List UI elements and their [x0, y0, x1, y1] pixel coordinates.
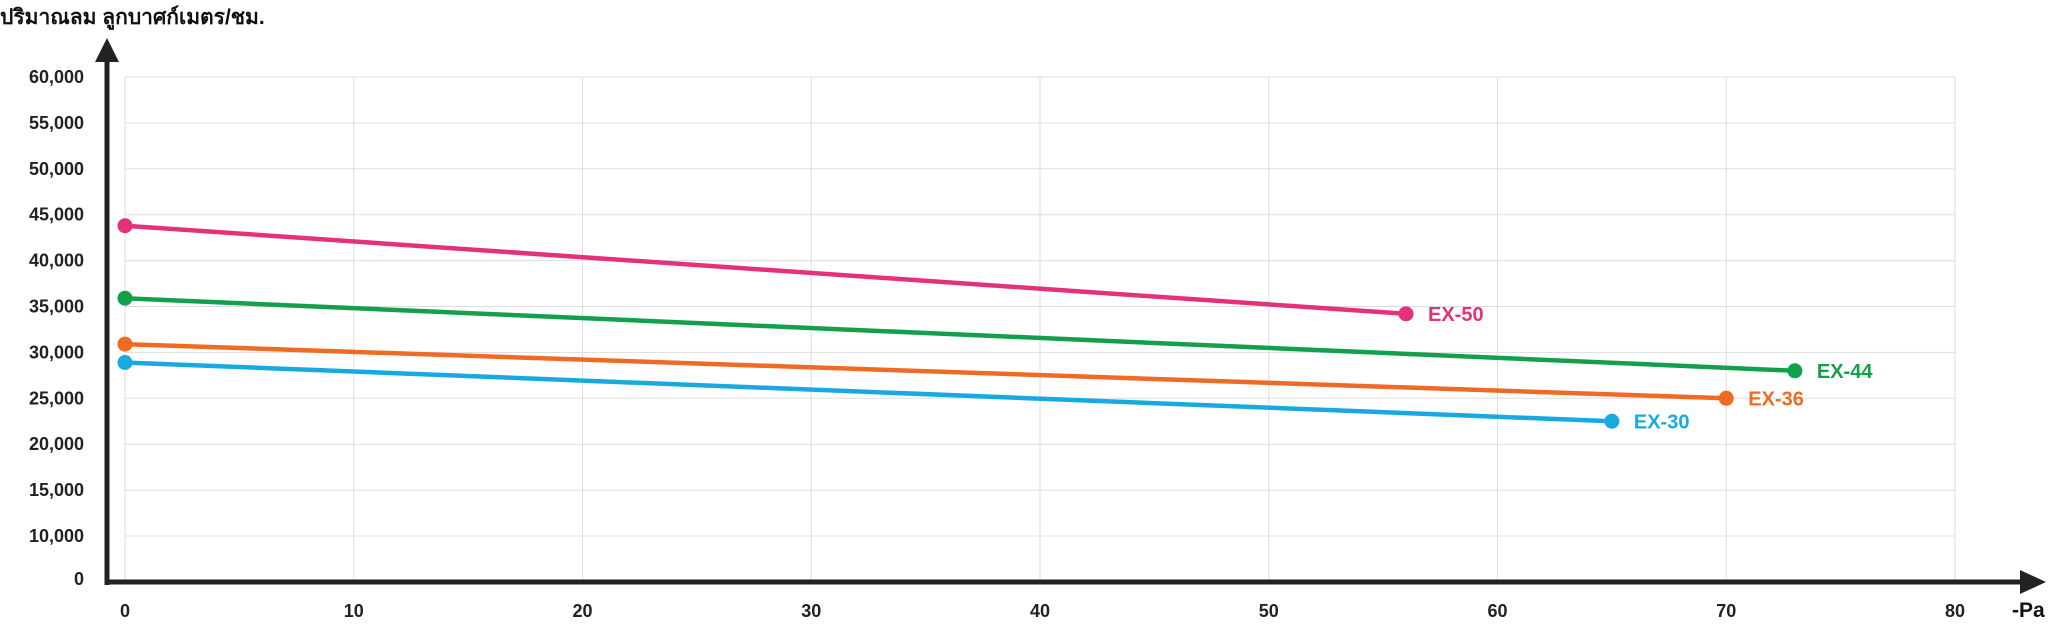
- series-label: EX-44: [1817, 361, 1873, 383]
- x-tick-label: 70: [1716, 601, 1736, 621]
- data-point: [1718, 390, 1734, 406]
- y-axis-title: ปริมาณลม ลูกบาศก์เมตร/ชม.: [0, 5, 265, 31]
- series-line: [122, 341, 1729, 401]
- x-axis-title: -Pa: [2012, 599, 2045, 622]
- series-line: [122, 360, 1615, 424]
- y-tick-label: 0: [74, 569, 84, 589]
- x-tick-label: 30: [801, 601, 821, 621]
- x-tick-label: 80: [1945, 601, 1965, 621]
- series-label: EX-50: [1428, 304, 1484, 326]
- x-tick-label: 10: [344, 601, 364, 621]
- series-lines: EX-50 EX-44 EX-36 EX-30: [117, 218, 1873, 433]
- x-tick-label: 40: [1030, 601, 1050, 621]
- y-tick-label: 15,000: [29, 480, 84, 500]
- data-point: [117, 354, 133, 370]
- y-tick-label: 60,000: [29, 67, 84, 87]
- data-point: [1604, 413, 1620, 429]
- y-tick-label: 35,000: [29, 297, 84, 317]
- x-tick-label: 60: [1487, 601, 1507, 621]
- data-point: [117, 336, 133, 352]
- data-point: [1787, 363, 1803, 379]
- x-axis-arrow: [2020, 570, 2046, 594]
- series-line: [122, 223, 1409, 317]
- y-tick-label: 30,000: [29, 342, 84, 362]
- y-tick-label: 55,000: [29, 113, 84, 133]
- y-axis-arrow: [95, 38, 119, 62]
- data-point: [1398, 306, 1414, 322]
- axes: [95, 38, 2046, 594]
- y-tick-label: 10,000: [29, 526, 84, 546]
- series-line: [122, 295, 1798, 374]
- x-tick-label: 0: [120, 601, 130, 621]
- tick-labels: 0 10,000 15,000 20,000 25,000 30,000 35,000 40,…: [29, 67, 1965, 621]
- series-label: EX-30: [1634, 411, 1690, 433]
- grid: [124, 76, 1956, 582]
- y-tick-label: 40,000: [29, 251, 84, 271]
- data-point: [117, 218, 133, 234]
- y-tick-label: 20,000: [29, 434, 84, 454]
- x-tick-label: 50: [1259, 601, 1279, 621]
- y-tick-label: 25,000: [29, 388, 84, 408]
- y-tick-label: 45,000: [29, 205, 84, 225]
- series-label: EX-36: [1748, 388, 1804, 410]
- y-tick-label: 50,000: [29, 159, 84, 179]
- data-point: [117, 290, 133, 306]
- x-tick-label: 20: [572, 601, 592, 621]
